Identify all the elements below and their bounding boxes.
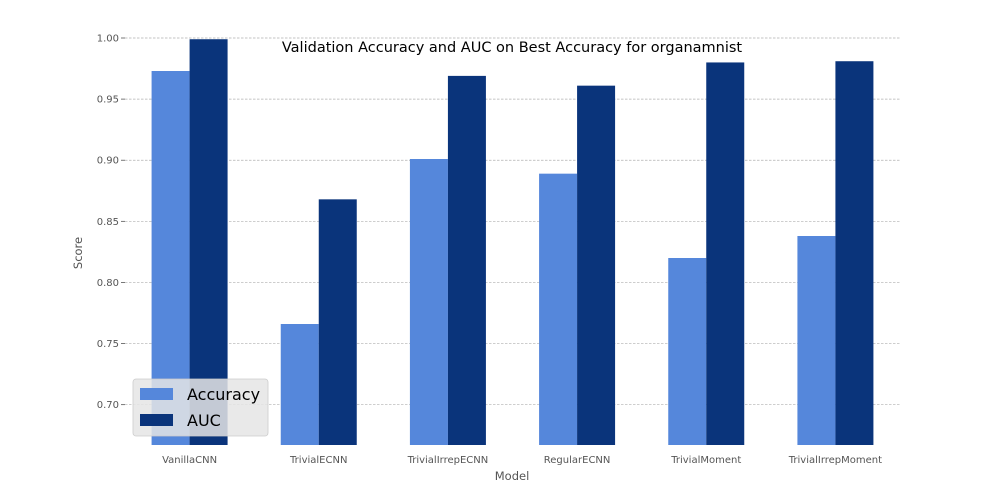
y-tick-label: 0.75 bbox=[97, 339, 119, 350]
legend-swatch-accuracy bbox=[140, 388, 173, 400]
y-axis-ticks: 0.70 0.75 0.80 0.85 0.90 0.95 1.00 bbox=[97, 34, 125, 411]
bar-auc-vanillacnn bbox=[189, 39, 228, 445]
y-tick-label: 0.80 bbox=[97, 278, 119, 289]
legend-label-auc: AUC bbox=[187, 411, 221, 430]
legend: Accuracy AUC bbox=[132, 378, 269, 437]
x-tick-label: TrivialIrrepECNN bbox=[407, 455, 489, 466]
x-tick-label: TrivialECNN bbox=[289, 455, 347, 466]
bar-accuracy-trivialirrepmoment bbox=[797, 236, 836, 445]
legend-swatch-auc bbox=[140, 414, 173, 426]
x-tick-label: TrivialMoment bbox=[670, 455, 741, 466]
bars bbox=[151, 39, 874, 446]
y-tick-label: 0.70 bbox=[97, 400, 119, 411]
bar-accuracy-trivialecnn bbox=[280, 324, 319, 445]
x-tick-label: TrivialIrrepMoment bbox=[788, 455, 882, 466]
x-axis-ticks: VanillaCNN TrivialECNN TrivialIrrepECNN Reg… bbox=[162, 455, 882, 466]
x-axis-label: Model bbox=[495, 469, 530, 483]
x-tick-label: RegularECNN bbox=[544, 455, 611, 466]
bar-auc-regularecnn bbox=[577, 85, 616, 446]
bar-auc-trivialmoment bbox=[706, 62, 745, 445]
y-tick-label: 0.95 bbox=[97, 95, 119, 106]
bar-auc-trivialirrepmoment bbox=[835, 61, 874, 445]
bar-accuracy-trivialmoment bbox=[668, 258, 707, 445]
x-tick-label: VanillaCNN bbox=[162, 455, 217, 466]
y-tick-label: 0.90 bbox=[97, 156, 119, 167]
grid-lines bbox=[125, 37, 900, 406]
bar-accuracy-trivialirrepecnn bbox=[409, 159, 448, 445]
y-axis-label: Score bbox=[71, 237, 85, 269]
y-tick-label: 0.85 bbox=[97, 217, 119, 228]
legend-label-accuracy: Accuracy bbox=[187, 385, 260, 404]
y-tick-label: 1.00 bbox=[97, 34, 119, 45]
chart-title: Validation Accuracy and AUC on Best Accu… bbox=[282, 40, 743, 56]
bar-auc-trivialirrepecnn bbox=[447, 75, 486, 445]
bar-auc-trivialecnn bbox=[318, 199, 357, 445]
bar-accuracy-regularecnn bbox=[539, 173, 578, 445]
